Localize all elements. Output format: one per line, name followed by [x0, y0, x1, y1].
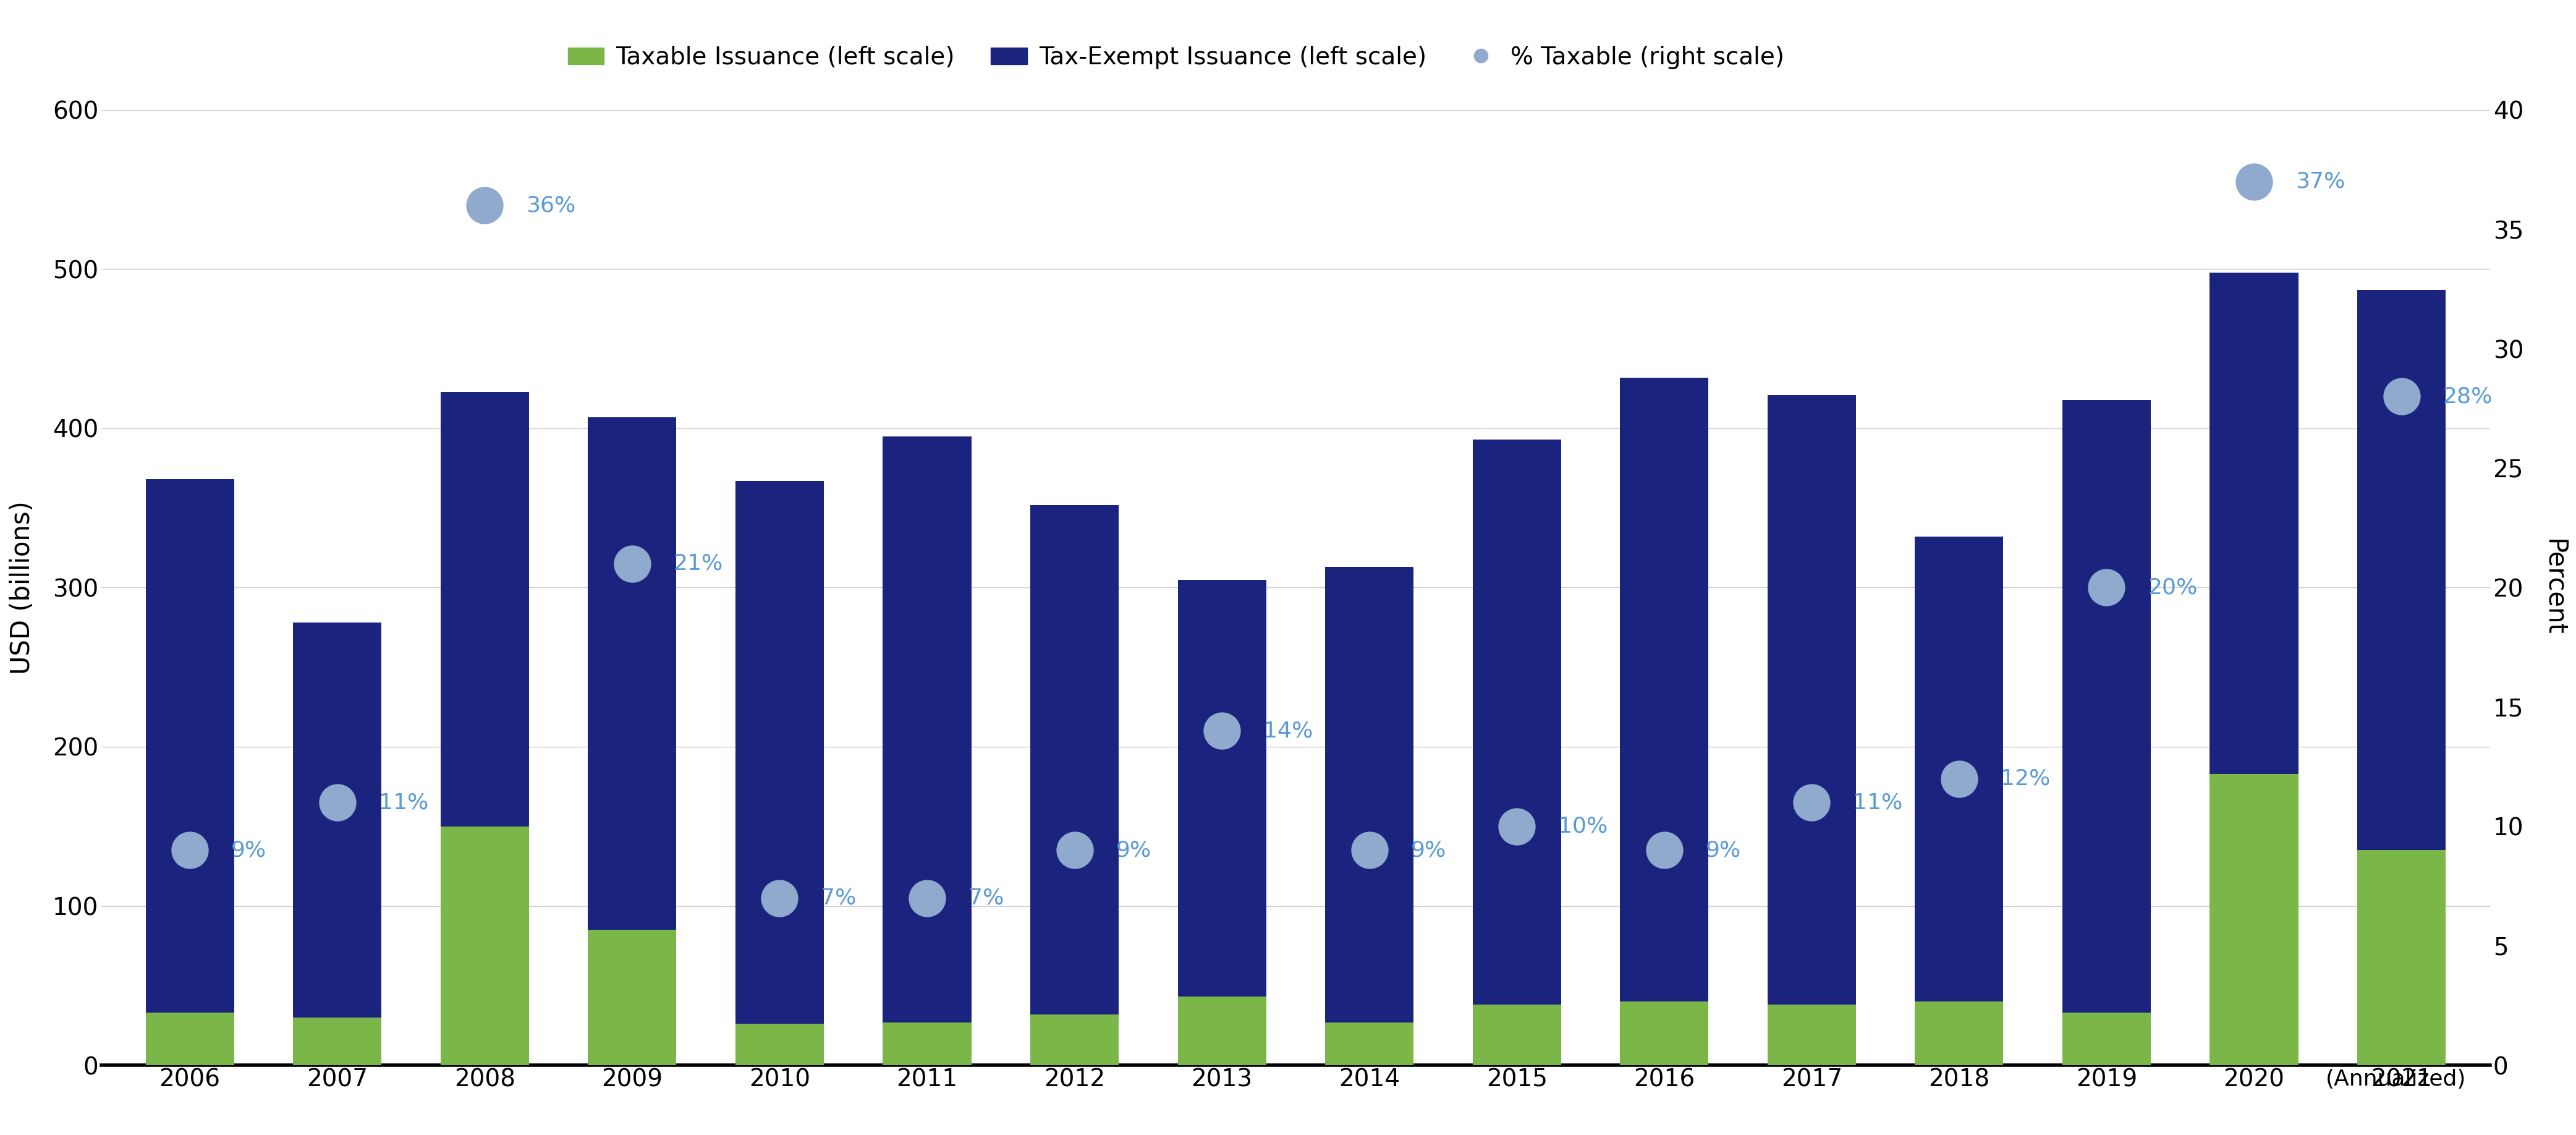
Text: 9%: 9% [1115, 840, 1151, 860]
Bar [734, 481, 824, 1024]
Bar [1030, 505, 1118, 1015]
Bar [147, 1012, 234, 1065]
Text: 36%: 36% [526, 195, 574, 216]
Text: 10%: 10% [1558, 816, 1607, 836]
Bar [2357, 289, 2445, 850]
% Taxable (right scale) [317, 793, 358, 812]
% Taxable (right scale) [2087, 579, 2128, 597]
Text: 37%: 37% [2295, 171, 2344, 192]
Bar [1620, 378, 1708, 1001]
Text: 9%: 9% [1705, 840, 1741, 860]
Text: 9%: 9% [232, 840, 265, 860]
Bar [1030, 1015, 1118, 1065]
Text: (Annualized): (Annualized) [2326, 1068, 2465, 1090]
Bar [1473, 1004, 1561, 1065]
Text: 20%: 20% [2148, 577, 2197, 598]
% Taxable (right scale) [1200, 722, 1242, 740]
Bar [1177, 580, 1267, 997]
Bar [147, 479, 234, 1012]
% Taxable (right scale) [1350, 841, 1391, 859]
Text: 21%: 21% [672, 553, 724, 574]
Legend: Taxable Issuance (left scale), Tax-Exempt Issuance (left scale), % Taxable (righ: Taxable Issuance (left scale), Tax-Exemp… [559, 36, 1793, 78]
% Taxable (right scale) [1643, 841, 1685, 859]
Bar [587, 930, 677, 1065]
% Taxable (right scale) [1054, 841, 1095, 859]
Bar [1914, 1001, 2004, 1065]
% Taxable (right scale) [907, 889, 948, 907]
% Taxable (right scale) [760, 889, 801, 907]
Text: 9%: 9% [1412, 840, 1445, 860]
% Taxable (right scale) [1940, 770, 1981, 788]
Text: 11%: 11% [1852, 792, 1904, 813]
Bar [2210, 774, 2298, 1065]
Bar [884, 436, 971, 1023]
% Taxable (right scale) [611, 555, 652, 573]
Text: 14%: 14% [1262, 721, 1314, 741]
% Taxable (right scale) [2233, 173, 2275, 191]
% Taxable (right scale) [1790, 793, 1832, 812]
Bar [1473, 439, 1561, 1004]
Text: 28%: 28% [2442, 386, 2494, 407]
Text: 12%: 12% [2002, 768, 2050, 789]
Bar [1324, 566, 1414, 1023]
Bar [440, 392, 528, 826]
Bar [1767, 1004, 1855, 1065]
% Taxable (right scale) [170, 841, 211, 859]
Bar [884, 1023, 971, 1065]
Bar [2210, 272, 2298, 774]
Text: 11%: 11% [379, 792, 428, 813]
Y-axis label: Percent: Percent [2540, 539, 2566, 636]
Bar [2063, 1012, 2151, 1065]
% Taxable (right scale) [2380, 387, 2421, 405]
% Taxable (right scale) [1497, 817, 1538, 835]
Bar [440, 826, 528, 1065]
Bar [2357, 850, 2445, 1065]
Bar [734, 1024, 824, 1065]
Bar [587, 418, 677, 930]
Bar [1177, 997, 1267, 1065]
Bar [1914, 537, 2004, 1001]
Bar [1767, 395, 1855, 1004]
% Taxable (right scale) [464, 196, 505, 215]
Y-axis label: USD (billions): USD (billions) [10, 501, 36, 674]
Text: 7%: 7% [969, 888, 1005, 908]
Bar [2063, 400, 2151, 1012]
Bar [1620, 1001, 1708, 1065]
Bar [1324, 1023, 1414, 1065]
Bar [294, 1017, 381, 1065]
Text: 7%: 7% [822, 888, 855, 908]
Bar [294, 623, 381, 1017]
